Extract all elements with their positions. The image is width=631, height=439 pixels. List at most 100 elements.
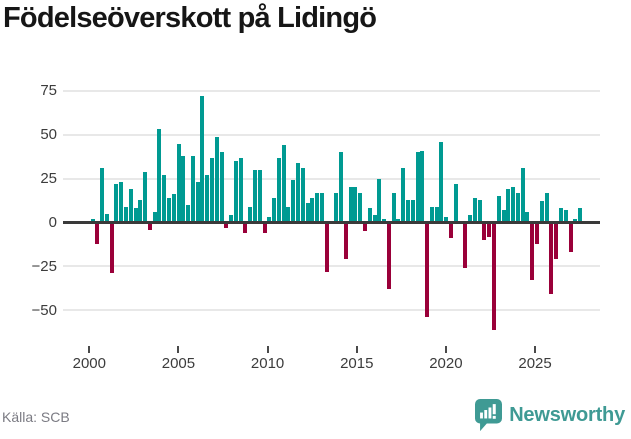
bar — [319, 192, 324, 223]
bar — [281, 145, 286, 223]
bar — [95, 222, 100, 244]
bar — [578, 208, 583, 223]
gridline — [63, 265, 600, 268]
bar — [100, 168, 105, 223]
bar — [343, 222, 348, 260]
bar — [539, 201, 544, 223]
bar — [324, 222, 329, 272]
bar — [133, 208, 138, 223]
bar — [300, 168, 305, 223]
newsworthy-wordmark: Newsworthy — [509, 403, 625, 426]
bar — [257, 169, 262, 223]
newsworthy-logo[interactable]: Newsworthy — [475, 398, 625, 432]
bar — [147, 222, 152, 230]
bar — [444, 217, 449, 223]
bar — [429, 206, 434, 223]
bar — [353, 187, 358, 223]
bar — [401, 168, 406, 223]
bar — [305, 203, 310, 223]
bar — [267, 217, 272, 223]
x-tick-label: 2010 — [250, 355, 285, 372]
gridline — [63, 89, 600, 92]
bar — [162, 175, 167, 223]
bar — [138, 199, 143, 223]
bar — [143, 171, 148, 223]
x-tick-mark — [266, 346, 269, 353]
bar — [573, 218, 578, 223]
bar — [348, 187, 353, 223]
bar — [190, 155, 195, 223]
gridline — [63, 309, 600, 312]
bar — [210, 157, 214, 223]
bar — [128, 189, 133, 223]
bar — [396, 218, 401, 223]
x-tick-mark — [534, 346, 537, 353]
bar — [181, 155, 186, 223]
x-tick-label: 2020 — [429, 355, 463, 372]
bar — [339, 152, 344, 223]
bar — [535, 222, 540, 244]
bar — [487, 222, 492, 237]
chart-title: Födelseöverskott på Lidingö — [3, 2, 377, 34]
bar — [515, 192, 520, 223]
x-tick-label: 2015 — [340, 355, 374, 372]
bar — [157, 129, 162, 223]
y-tick-label: 50 — [40, 126, 57, 144]
bar — [549, 222, 554, 295]
x-tick-label: 2000 — [72, 355, 106, 372]
bar — [558, 208, 563, 223]
bar — [382, 218, 387, 223]
bar — [195, 182, 200, 223]
bar — [243, 222, 248, 234]
bar — [420, 150, 425, 223]
bar — [362, 222, 367, 232]
gridline — [63, 133, 600, 136]
bar — [405, 199, 410, 223]
source-label: Källa: SCB — [2, 409, 70, 425]
bar — [291, 180, 296, 223]
bar — [453, 183, 458, 223]
x-tick-mark — [355, 346, 358, 353]
bar — [496, 196, 501, 223]
bar — [367, 208, 372, 223]
bar — [449, 222, 453, 239]
bar — [123, 206, 128, 223]
y-tick-label: 0 — [48, 214, 57, 231]
bar — [272, 197, 277, 223]
bar — [315, 192, 320, 223]
bar — [229, 215, 234, 223]
bar — [468, 215, 473, 223]
x-tick-label: 2025 — [518, 355, 552, 372]
bar — [104, 213, 109, 223]
bar — [233, 161, 238, 223]
newsworthy-bubble-icon — [475, 398, 503, 431]
x-tick-mark — [444, 346, 447, 353]
bar — [511, 187, 516, 223]
bar — [176, 143, 181, 223]
bar — [358, 192, 363, 223]
bar — [434, 206, 439, 223]
bar — [114, 183, 119, 223]
bar — [544, 192, 549, 223]
zero-line — [63, 221, 600, 224]
bar — [248, 206, 253, 223]
bar — [152, 211, 157, 223]
bar — [200, 96, 205, 223]
bar — [238, 157, 243, 223]
bar — [253, 169, 258, 223]
bar — [506, 189, 511, 223]
bar — [214, 136, 219, 223]
x-tick-label: 2005 — [161, 355, 196, 372]
bar — [224, 222, 229, 228]
bar — [477, 199, 482, 223]
y-tick-label: 25 — [40, 170, 57, 188]
bar — [262, 222, 267, 234]
bar — [90, 218, 95, 223]
bar — [463, 222, 468, 269]
bar — [472, 197, 477, 223]
bar — [530, 222, 535, 281]
y-tick-label: −25 — [31, 257, 57, 275]
bar — [501, 210, 506, 223]
bar — [492, 222, 497, 330]
